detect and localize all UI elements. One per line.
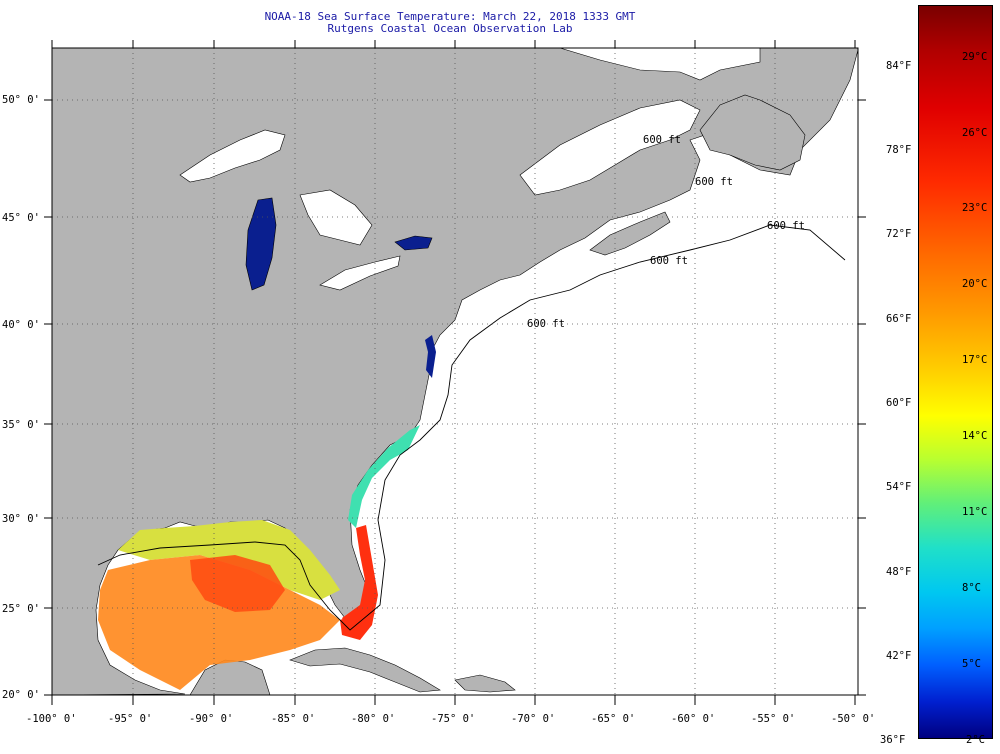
sst-atlantic-coast: [348, 425, 420, 528]
gulf-st-lawrence: [519, 99, 701, 196]
lon-label: -90° 0': [189, 713, 233, 725]
sst-florida-keys: [340, 612, 372, 640]
colorbar-c-label: 23°C: [962, 202, 988, 214]
land-newfoundland: [699, 94, 806, 171]
sst-florida-east: [342, 525, 378, 632]
colorbar-c-label: 8°C: [962, 582, 981, 594]
lon-label: -80° 0': [351, 713, 395, 725]
lat-label: 35° 0': [2, 419, 40, 431]
lat-label: 30° 0': [2, 513, 40, 525]
lon-label: -85° 0': [271, 713, 315, 725]
colorbar-f-label: 60°F: [886, 397, 912, 409]
land-hispaniola: [454, 674, 516, 693]
colorbar-f-label: 84°F: [886, 60, 912, 72]
lon-label: -95° 0': [108, 713, 152, 725]
colorbar-f-label: 36°F: [880, 734, 906, 746]
depth-label: 600 ft: [650, 255, 688, 267]
colorbar-f-label: 78°F: [886, 144, 912, 156]
lake-michigan: [245, 197, 277, 291]
lon-label: -70° 0': [511, 713, 555, 725]
lon-label: -65° 0': [591, 713, 635, 725]
colorbar-f-label: 54°F: [886, 481, 912, 493]
depth-label: 600 ft: [695, 176, 733, 188]
axis-ticks: [44, 40, 866, 705]
lon-label: -100° 0': [26, 713, 77, 725]
land-nova-scotia: [589, 211, 671, 256]
depth-label: 600 ft: [767, 220, 805, 232]
title-line-1: NOAA-18 Sea Surface Temperature: March 2…: [264, 10, 636, 23]
chesapeake-bay: [425, 335, 436, 378]
lat-label: 50° 0': [2, 94, 40, 106]
colorbar-f-label: 72°F: [886, 228, 912, 240]
colorbar-f-label: 66°F: [886, 313, 912, 325]
lon-label: -55° 0': [751, 713, 795, 725]
lat-label: 45° 0': [2, 212, 40, 224]
depth-label: 600 ft: [643, 134, 681, 146]
colorbar-c-label: 29°C: [962, 51, 988, 63]
colorbar-c-label: 26°C: [962, 127, 988, 139]
land-cuba: [289, 647, 441, 693]
lon-label: -75° 0': [431, 713, 475, 725]
lon-label: -60° 0': [671, 713, 715, 725]
lake-superior: [179, 129, 286, 183]
lat-label: 25° 0': [2, 603, 40, 615]
lon-label: -50° 0': [831, 713, 875, 725]
lat-label: 40° 0': [2, 319, 40, 331]
depth-contour: [97, 224, 846, 631]
temperature-colorbar: [918, 5, 993, 739]
title-line-2: Rutgens Coastal Ocean Observation Lab: [327, 22, 573, 35]
colorbar-c-label: 2°C: [966, 734, 985, 746]
lat-label: 20° 0': [2, 689, 40, 701]
colorbar-f-label: 48°F: [886, 566, 912, 578]
land-yucatan: [189, 659, 271, 695]
lake-ontario: [394, 235, 433, 251]
sst-map: 600 ft 600 ft 600 ft 600 ft 600 ft 50° 0…: [2, 40, 875, 725]
colorbar-c-label: 14°C: [962, 430, 988, 442]
colorbar-c-label: 5°C: [962, 658, 981, 670]
colorbar-c-label: 20°C: [962, 278, 988, 290]
colorbar-c-label: 11°C: [962, 506, 988, 518]
lake-erie: [319, 255, 401, 291]
lake-huron: [299, 189, 373, 246]
colorbar-f-label: 42°F: [886, 650, 912, 662]
depth-label: 600 ft: [527, 318, 565, 330]
sst-gulf-loop: [190, 555, 285, 612]
colorbar-c-label: 17°C: [962, 354, 988, 366]
